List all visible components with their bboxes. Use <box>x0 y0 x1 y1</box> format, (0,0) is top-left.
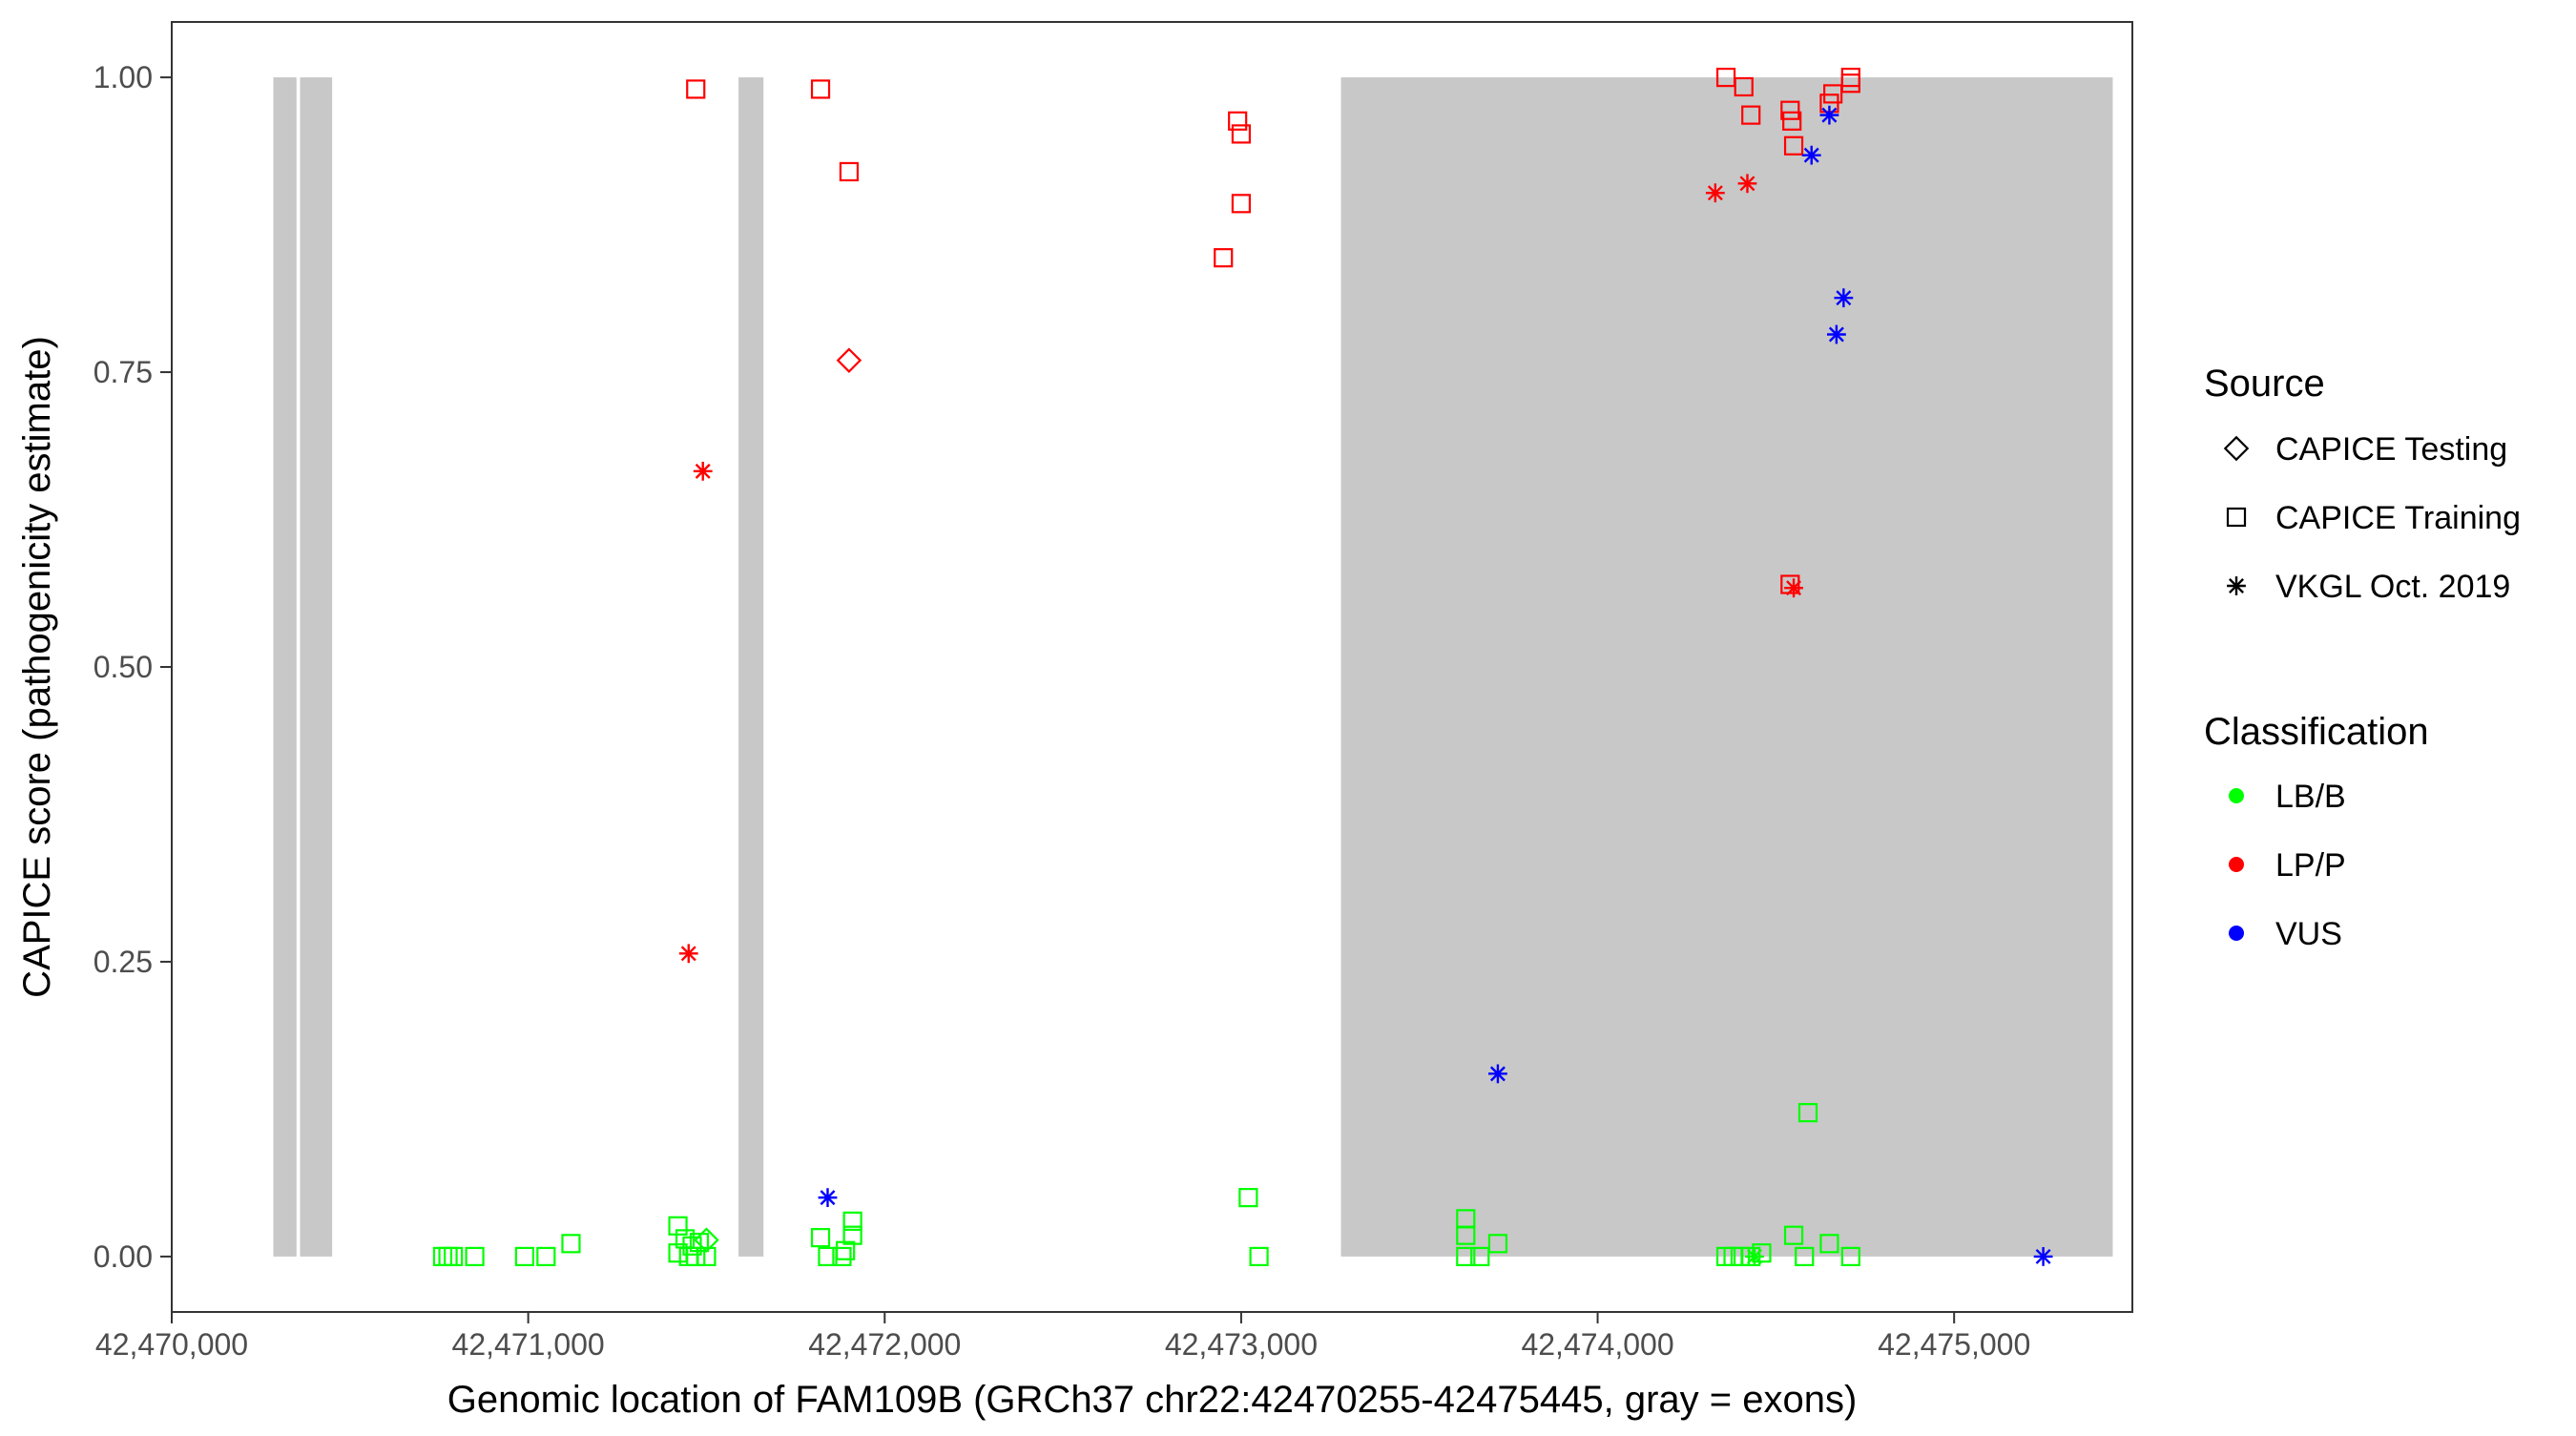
data-point <box>1801 145 1821 165</box>
data-point <box>1840 1246 1860 1267</box>
legend-key <box>2223 435 2250 462</box>
data-point <box>686 1246 706 1267</box>
legend-key <box>2229 926 2244 941</box>
data-point <box>1795 1246 1815 1267</box>
legend: Source CAPICE Testing CAPICE Training VKGL … <box>2204 363 2521 952</box>
data-point <box>1228 111 1248 131</box>
point-layer <box>432 67 2053 1267</box>
data-point <box>839 161 860 182</box>
legend-source-title: Source <box>2204 363 2325 405</box>
data-point <box>1783 1225 1804 1245</box>
x-tick-label: 42,475,000 <box>1878 1327 2030 1362</box>
data-point <box>1705 183 1725 203</box>
data-point <box>678 944 698 964</box>
legend-source-label: CAPICE Training <box>2275 500 2521 536</box>
y-tick-label: 1.00 <box>93 60 153 94</box>
data-point <box>818 1188 838 1208</box>
data-point <box>1734 76 1754 97</box>
legend-key <box>2229 788 2244 803</box>
data-point <box>694 1227 719 1253</box>
legend-key <box>2226 507 2247 528</box>
x-axis: 42,470,000 42,471,000 42,472,000 42,473,000… <box>95 1312 2030 1362</box>
x-axis-title: Genomic location of FAM109B (GRCh37 chr2… <box>447 1379 1858 1421</box>
data-point <box>1797 1103 1818 1123</box>
data-point <box>668 1216 688 1236</box>
data-point <box>1488 1064 1507 1084</box>
data-point <box>1834 288 1854 308</box>
data-point <box>832 1246 852 1267</box>
exon-region <box>300 77 333 1257</box>
data-point <box>2033 1247 2053 1266</box>
legend-classification-label: LP/P <box>2275 847 2346 884</box>
data-point <box>1819 1234 1839 1254</box>
data-point <box>1249 1246 1269 1267</box>
data-point <box>1745 1247 1764 1266</box>
data-point <box>1456 1246 1476 1267</box>
data-point <box>1214 248 1234 268</box>
data-point <box>1741 105 1761 125</box>
x-tick-label: 42,473,000 <box>1165 1327 1318 1362</box>
data-point <box>465 1246 485 1267</box>
y-tick-label: 0.00 <box>93 1239 153 1274</box>
data-point <box>1238 1188 1258 1208</box>
data-point <box>1782 111 1802 131</box>
y-axis: 0.00 0.25 0.50 0.75 1.00 <box>93 60 172 1274</box>
data-point <box>1231 124 1252 144</box>
data-point <box>561 1234 581 1254</box>
legend-source-label: CAPICE Testing <box>2275 431 2507 468</box>
legend-key <box>2227 576 2246 595</box>
data-point <box>842 1211 862 1231</box>
data-point <box>836 1240 856 1260</box>
data-point <box>842 1225 862 1245</box>
data-point <box>1231 194 1252 214</box>
data-point <box>686 79 706 99</box>
data-point <box>810 1228 831 1248</box>
legend-classification-label: LB/B <box>2275 779 2346 815</box>
x-tick-label: 42,474,000 <box>1521 1327 1673 1362</box>
data-point <box>1784 578 1803 598</box>
legend-classification-label: VUS <box>2275 916 2342 952</box>
data-point <box>1780 100 1800 120</box>
data-point <box>1470 1246 1490 1267</box>
data-point <box>1823 84 1843 104</box>
exon-layer <box>273 77 2113 1257</box>
legend-source-label: VKGL Oct. 2019 <box>2275 569 2510 605</box>
data-point <box>536 1246 556 1267</box>
data-point <box>444 1246 464 1267</box>
data-point <box>1456 1225 1476 1245</box>
y-tick-label: 0.50 <box>93 650 153 684</box>
exon-region <box>273 77 297 1257</box>
y-tick-label: 0.25 <box>93 945 153 979</box>
x-tick-label: 42,471,000 <box>452 1327 605 1362</box>
exon-region <box>1340 77 2113 1257</box>
legend-classification-title: Classification <box>2204 711 2429 753</box>
data-point <box>1783 135 1804 156</box>
data-point <box>810 79 831 99</box>
data-point <box>693 461 713 481</box>
data-point <box>1487 1234 1508 1254</box>
exon-region <box>738 77 764 1257</box>
data-point <box>696 1246 717 1267</box>
data-point <box>689 1232 710 1253</box>
y-axis-title: CAPICE score (pathogenicity estimate) <box>16 336 58 998</box>
x-tick-label: 42,470,000 <box>95 1327 248 1362</box>
data-point <box>1819 105 1839 125</box>
legend-key <box>2229 857 2244 872</box>
data-point <box>836 347 862 373</box>
data-point <box>1826 324 1846 344</box>
data-point <box>1840 67 1860 88</box>
y-tick-label: 0.75 <box>93 355 153 389</box>
data-point <box>514 1246 535 1267</box>
x-tick-label: 42,472,000 <box>808 1327 961 1362</box>
data-point <box>1752 1243 1772 1263</box>
data-point <box>1737 174 1757 194</box>
